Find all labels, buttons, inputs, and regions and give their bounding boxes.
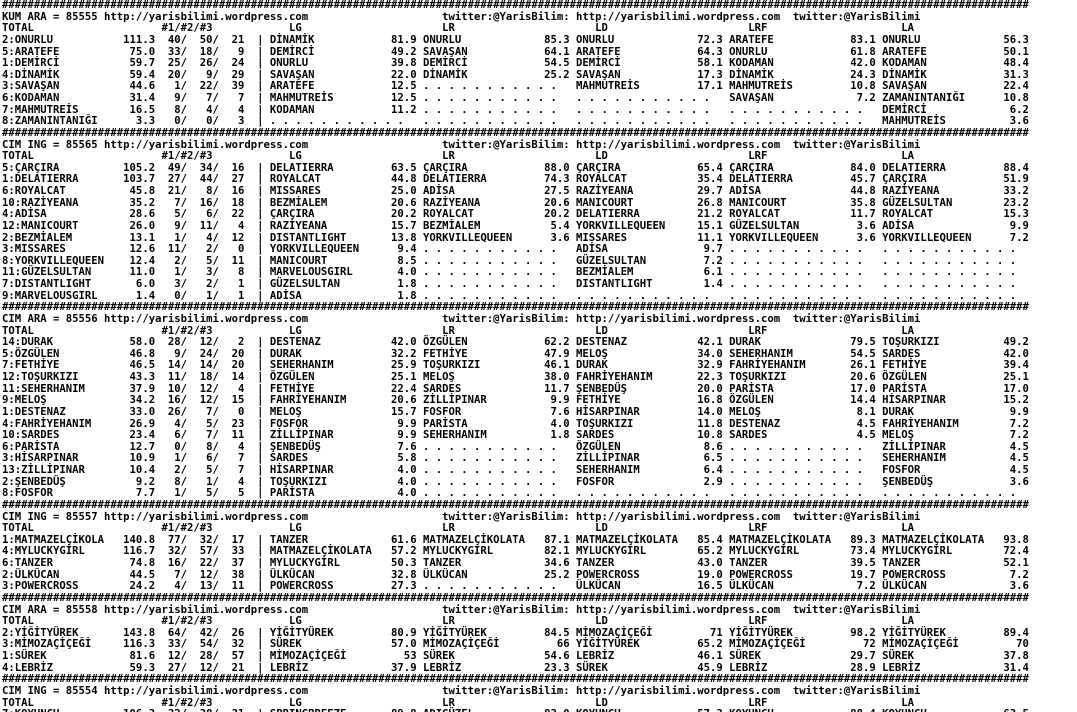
report-text: ########################################… <box>2 0 1029 712</box>
report-page: ########################################… <box>2 0 1029 712</box>
